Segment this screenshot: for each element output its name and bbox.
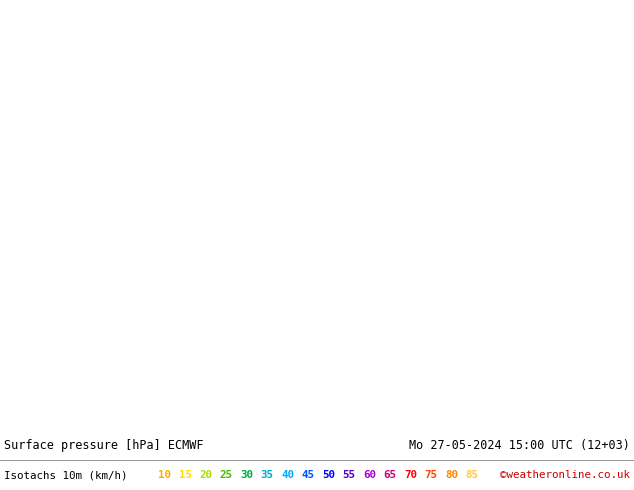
Text: 10: 10 — [158, 470, 171, 480]
Text: 90: 90 — [486, 470, 499, 480]
Text: Isotachs 10m (km/h): Isotachs 10m (km/h) — [4, 470, 127, 480]
Text: 85: 85 — [465, 470, 479, 480]
Text: 45: 45 — [302, 470, 314, 480]
Text: 15: 15 — [179, 470, 191, 480]
Text: 50: 50 — [322, 470, 335, 480]
Text: 40: 40 — [281, 470, 294, 480]
Text: 55: 55 — [342, 470, 356, 480]
Text: 65: 65 — [384, 470, 396, 480]
Text: 70: 70 — [404, 470, 417, 480]
Text: Mo 27-05-2024 15:00 UTC (12+03): Mo 27-05-2024 15:00 UTC (12+03) — [409, 439, 630, 451]
Text: 60: 60 — [363, 470, 376, 480]
Text: 80: 80 — [445, 470, 458, 480]
Text: ©weatheronline.co.uk: ©weatheronline.co.uk — [500, 470, 630, 480]
Text: 20: 20 — [199, 470, 212, 480]
Text: 25: 25 — [219, 470, 233, 480]
Text: Surface pressure [hPa] ECMWF: Surface pressure [hPa] ECMWF — [4, 439, 204, 451]
Text: 30: 30 — [240, 470, 253, 480]
Text: 35: 35 — [261, 470, 273, 480]
Text: 75: 75 — [425, 470, 437, 480]
